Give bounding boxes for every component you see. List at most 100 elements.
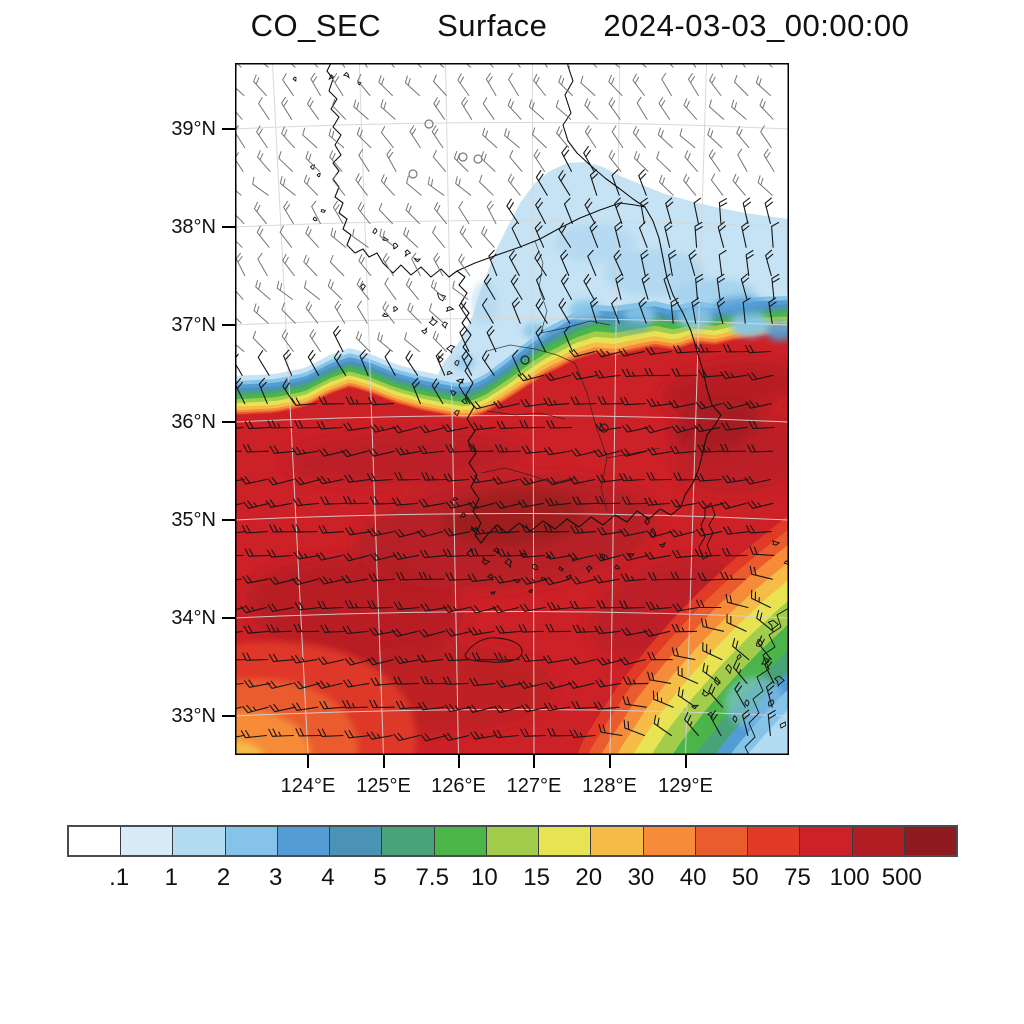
wind-barb xyxy=(659,174,674,196)
wind-barb xyxy=(732,659,748,684)
wind-barb xyxy=(720,443,746,453)
wind-barb xyxy=(305,151,320,172)
wind-barb xyxy=(235,343,245,352)
wind-barb xyxy=(756,609,774,632)
lat-tick-mark xyxy=(222,519,235,521)
wind-barb xyxy=(568,348,596,358)
colorbar-cell xyxy=(591,827,644,855)
wind-barb xyxy=(638,297,647,324)
wind-barb xyxy=(723,526,750,535)
wind-barb xyxy=(568,552,595,561)
wind-barb xyxy=(556,126,570,149)
wind-barb xyxy=(235,189,242,196)
wind-barb xyxy=(417,654,444,663)
wind-barb xyxy=(294,476,321,486)
wind-barb xyxy=(420,603,447,612)
wind-barb xyxy=(235,630,243,634)
wind-barb xyxy=(258,377,268,405)
wind-barb xyxy=(640,249,649,277)
wind-barb xyxy=(488,249,498,277)
wind-barb xyxy=(571,371,599,380)
wind-barb xyxy=(409,125,421,149)
wind-barb xyxy=(638,221,648,248)
wind-barb xyxy=(644,551,672,560)
colorbar-cell xyxy=(904,827,956,855)
wind-barb xyxy=(622,552,649,561)
wind-barb xyxy=(235,606,245,611)
wind-barb xyxy=(596,600,623,609)
colorbar-cell xyxy=(121,827,174,855)
wind-barb xyxy=(528,99,545,120)
wind-barb xyxy=(535,170,548,196)
colorbar-cell xyxy=(486,827,540,855)
co-concentration-map xyxy=(235,63,789,755)
map-frame xyxy=(235,63,789,755)
wind-barb xyxy=(341,63,346,68)
wind-barb xyxy=(748,420,775,430)
wind-barb xyxy=(596,657,624,666)
wind-barb xyxy=(256,225,270,248)
wind-barb xyxy=(518,624,545,633)
wind-barb xyxy=(765,681,775,708)
wind-barb xyxy=(614,197,623,225)
wind-barb xyxy=(427,176,445,196)
wind-barb xyxy=(243,444,269,453)
wind-barb xyxy=(569,475,596,485)
wind-barb xyxy=(429,303,445,324)
wind-barb xyxy=(583,146,595,172)
wind-barb xyxy=(608,97,621,120)
wind-barb xyxy=(307,97,320,120)
wind-barb xyxy=(392,497,419,506)
wind-barb xyxy=(333,350,347,376)
wind-barb xyxy=(697,500,725,509)
wind-barb xyxy=(343,553,370,562)
wind-barb xyxy=(235,426,244,429)
wind-barb xyxy=(638,169,647,196)
wind-barb xyxy=(433,97,446,120)
wind-barb xyxy=(494,652,520,661)
wind-barb xyxy=(481,226,495,248)
wind-barb xyxy=(435,349,446,376)
wind-barb xyxy=(545,551,573,560)
wind-barb xyxy=(509,150,523,172)
wind-barb xyxy=(543,446,571,456)
wind-barb xyxy=(240,476,267,485)
wind-barb xyxy=(506,198,519,225)
wind-barb xyxy=(695,401,723,410)
wind-barb xyxy=(317,600,344,610)
wind-barb xyxy=(313,63,319,68)
wind-barb xyxy=(584,198,596,225)
wind-barb xyxy=(445,444,472,453)
title-timestamp: 2024-03-03_00:00:00 xyxy=(603,8,910,43)
wind-barb xyxy=(295,728,321,737)
wind-barb xyxy=(486,325,497,353)
wind-barb xyxy=(255,279,271,300)
wind-barb xyxy=(369,627,396,636)
wind-barb xyxy=(593,574,620,584)
wind-barb xyxy=(244,420,271,430)
wind-barb xyxy=(235,63,242,68)
wind-barb xyxy=(693,197,702,225)
wind-barb xyxy=(442,423,469,433)
wind-barb xyxy=(445,572,472,581)
wind-barb xyxy=(593,701,620,710)
wind-barb xyxy=(648,572,674,581)
wind-barb xyxy=(587,249,597,277)
wind-barb xyxy=(357,300,368,324)
wind-barb xyxy=(620,573,647,582)
wind-barb xyxy=(572,496,599,505)
wind-barb xyxy=(432,150,446,172)
wind-barb xyxy=(380,99,396,120)
wind-barb xyxy=(479,174,494,196)
wind-barb xyxy=(652,690,674,708)
wind-barb xyxy=(546,476,573,486)
wind-barb xyxy=(546,601,573,611)
wind-barb xyxy=(253,201,267,224)
wind-barb xyxy=(393,601,420,610)
wind-barb xyxy=(494,704,521,714)
colorbar-cell xyxy=(539,827,592,855)
wind-barb xyxy=(390,63,395,68)
wind-barb xyxy=(571,700,598,710)
wind-barb xyxy=(591,63,598,68)
wind-barb xyxy=(561,145,573,172)
